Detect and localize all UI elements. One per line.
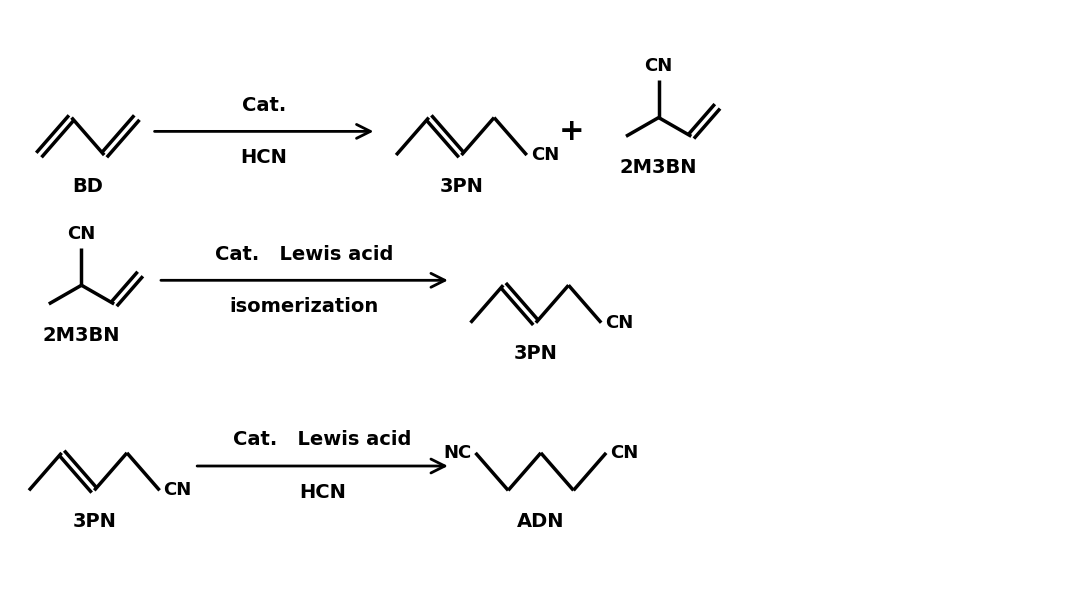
Text: HCN: HCN xyxy=(299,483,346,502)
Text: CN: CN xyxy=(531,146,559,164)
Text: HCN: HCN xyxy=(241,148,287,167)
Text: Cat.: Cat. xyxy=(242,95,286,115)
Text: 2M3BN: 2M3BN xyxy=(620,158,697,177)
Text: CN: CN xyxy=(605,313,633,332)
Text: CN: CN xyxy=(67,225,95,243)
Text: isomerization: isomerization xyxy=(230,297,379,316)
Text: 3PN: 3PN xyxy=(514,344,558,364)
Text: Cat.   Lewis acid: Cat. Lewis acid xyxy=(216,245,393,263)
Text: CN: CN xyxy=(645,57,673,75)
Text: 3PN: 3PN xyxy=(73,512,116,531)
Text: CN: CN xyxy=(164,481,192,500)
Text: BD: BD xyxy=(73,177,103,196)
Text: Cat.   Lewis acid: Cat. Lewis acid xyxy=(233,430,412,449)
Text: ADN: ADN xyxy=(517,512,565,531)
Text: +: + xyxy=(558,117,584,146)
Text: NC: NC xyxy=(443,444,472,462)
Text: 2M3BN: 2M3BN xyxy=(42,326,120,345)
Text: CN: CN xyxy=(610,444,638,462)
Text: 3PN: 3PN xyxy=(439,177,483,196)
